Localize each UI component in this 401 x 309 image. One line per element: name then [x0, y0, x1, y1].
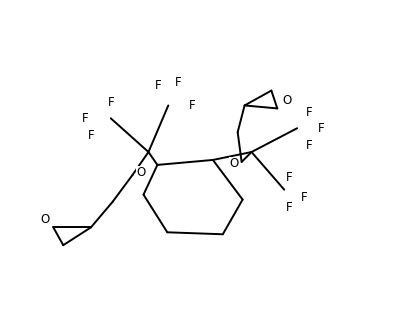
Text: F: F	[87, 129, 94, 142]
Text: O: O	[229, 157, 238, 171]
Text: F: F	[107, 96, 114, 109]
Text: F: F	[285, 201, 292, 214]
Text: F: F	[305, 106, 312, 119]
Text: F: F	[174, 76, 181, 89]
Text: O: O	[41, 213, 50, 226]
Text: F: F	[305, 138, 312, 152]
Text: F: F	[188, 99, 195, 112]
Text: F: F	[81, 112, 88, 125]
Text: O: O	[136, 166, 145, 179]
Text: O: O	[282, 94, 291, 107]
Text: F: F	[300, 191, 307, 204]
Text: F: F	[155, 79, 161, 92]
Text: F: F	[317, 122, 324, 135]
Text: F: F	[285, 171, 292, 184]
